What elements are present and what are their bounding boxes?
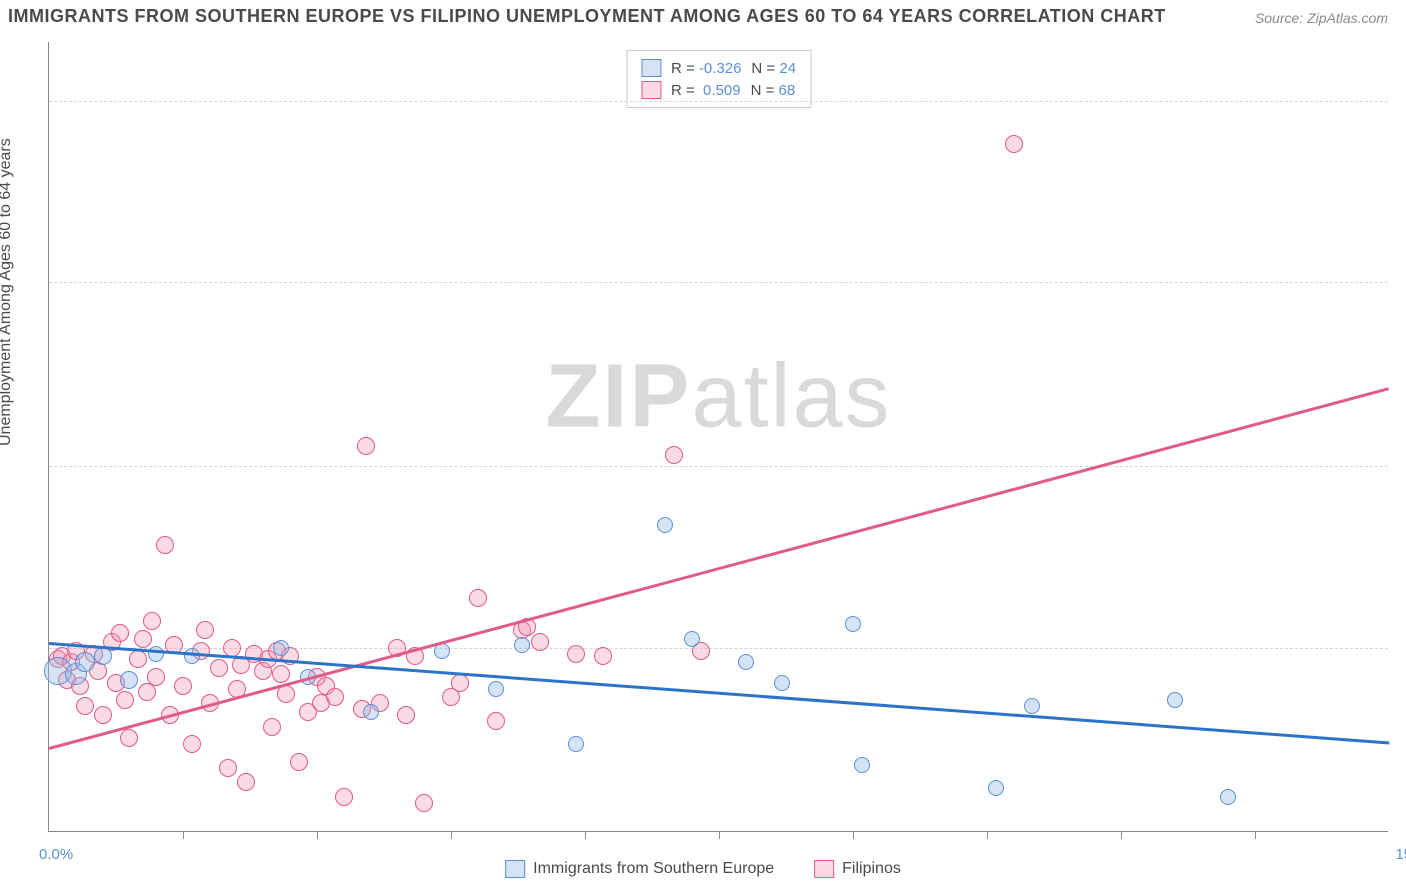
gridline xyxy=(49,466,1388,467)
legend-swatch-blue-icon xyxy=(505,860,525,878)
plot-area: ZIPatlas R = -0.326 N = 24 R = 0.509 xyxy=(48,42,1388,832)
data-point-blue xyxy=(120,671,138,689)
watermark: ZIPatlas xyxy=(545,346,891,449)
data-point-blue xyxy=(94,647,112,665)
legend-label-blue: Immigrants from Southern Europe xyxy=(533,860,774,878)
data-point-pink xyxy=(196,621,214,639)
legend-swatch-blue xyxy=(641,59,661,77)
x-tick xyxy=(317,831,318,839)
x-axis-max-label: 15.0% xyxy=(1395,846,1406,863)
data-point-pink xyxy=(134,630,152,648)
legend-n-pink: N = 68 xyxy=(751,82,796,99)
legend-r-pink: R = 0.509 xyxy=(671,82,741,99)
data-point-blue xyxy=(568,736,584,752)
gridline xyxy=(49,282,1388,283)
data-point-pink xyxy=(397,706,415,724)
y-tick-label: 25.0% xyxy=(1393,92,1406,109)
legend-label-pink: Filipinos xyxy=(842,860,901,878)
data-point-pink xyxy=(1005,135,1023,153)
legend-r-blue: R = -0.326 xyxy=(671,60,741,77)
x-tick xyxy=(1121,831,1122,839)
data-point-pink xyxy=(594,647,612,665)
data-point-pink xyxy=(223,639,241,657)
data-point-pink xyxy=(111,624,129,642)
data-point-pink xyxy=(156,536,174,554)
data-point-blue xyxy=(148,646,164,662)
data-point-pink xyxy=(263,718,281,736)
data-point-pink xyxy=(120,729,138,747)
data-point-pink xyxy=(335,788,353,806)
data-point-pink xyxy=(183,735,201,753)
data-point-blue xyxy=(273,640,289,656)
legend-swatch-pink-icon xyxy=(814,860,834,878)
legend-stats-row-pink: R = 0.509 N = 68 xyxy=(641,79,796,101)
data-point-pink xyxy=(469,589,487,607)
x-tick xyxy=(853,831,854,839)
data-point-blue xyxy=(845,616,861,632)
source-value: ZipAtlas.com xyxy=(1307,10,1388,26)
data-point-pink xyxy=(487,712,505,730)
data-point-blue xyxy=(184,648,200,664)
data-point-blue xyxy=(988,780,1004,796)
legend-stats-box: R = -0.326 N = 24 R = 0.509 N = 68 xyxy=(626,50,811,108)
data-point-pink xyxy=(174,677,192,695)
data-point-blue xyxy=(854,757,870,773)
legend-series: Immigrants from Southern Europe Filipino… xyxy=(505,860,901,878)
watermark-bold: ZIP xyxy=(545,347,691,447)
chart-container: IMMIGRANTS FROM SOUTHERN EUROPE VS FILIP… xyxy=(0,0,1406,892)
data-point-blue xyxy=(488,681,504,697)
data-point-pink xyxy=(143,612,161,630)
data-point-pink xyxy=(129,650,147,668)
x-tick xyxy=(183,831,184,839)
x-tick xyxy=(719,831,720,839)
data-point-pink xyxy=(210,659,228,677)
legend-item-pink: Filipinos xyxy=(814,860,901,878)
data-point-pink xyxy=(116,691,134,709)
data-point-pink xyxy=(219,759,237,777)
data-point-blue xyxy=(738,654,754,670)
data-point-blue xyxy=(1167,692,1183,708)
data-point-blue xyxy=(75,652,95,672)
data-point-pink xyxy=(326,688,344,706)
data-point-pink xyxy=(415,794,433,812)
data-point-blue xyxy=(1220,789,1236,805)
data-point-pink xyxy=(567,645,585,663)
data-point-pink xyxy=(237,773,255,791)
data-point-blue xyxy=(684,631,700,647)
data-point-blue xyxy=(514,637,530,653)
data-point-pink xyxy=(147,668,165,686)
x-tick xyxy=(987,831,988,839)
x-tick xyxy=(585,831,586,839)
data-point-pink xyxy=(290,753,308,771)
legend-stats-row-blue: R = -0.326 N = 24 xyxy=(641,57,796,79)
data-point-pink xyxy=(357,437,375,455)
y-tick-label: 12.5% xyxy=(1393,458,1406,475)
legend-swatch-pink xyxy=(641,81,661,99)
y-axis-label: Unemployment Among Ages 60 to 64 years xyxy=(0,138,15,446)
regression-line-pink xyxy=(49,387,1390,749)
x-tick xyxy=(1255,831,1256,839)
data-point-blue xyxy=(363,704,379,720)
x-tick xyxy=(451,831,452,839)
legend-n-blue: N = 24 xyxy=(751,60,796,77)
data-point-blue xyxy=(657,517,673,533)
data-point-blue xyxy=(774,675,790,691)
legend-item-blue: Immigrants from Southern Europe xyxy=(505,860,774,878)
data-point-pink xyxy=(272,665,290,683)
source-label: Source: xyxy=(1255,10,1303,26)
data-point-pink xyxy=(531,633,549,651)
y-tick-label: 18.8% xyxy=(1393,273,1406,290)
data-point-pink xyxy=(76,697,94,715)
data-point-blue xyxy=(1024,698,1040,714)
y-tick-label: 6.3% xyxy=(1393,639,1406,656)
gridline xyxy=(49,101,1388,102)
data-point-pink xyxy=(451,674,469,692)
data-point-pink xyxy=(94,706,112,724)
data-point-pink xyxy=(277,685,295,703)
watermark-light: atlas xyxy=(691,347,891,447)
source-attribution: Source: ZipAtlas.com xyxy=(1255,10,1388,26)
x-axis-min-label: 0.0% xyxy=(39,846,73,863)
chart-title: IMMIGRANTS FROM SOUTHERN EUROPE VS FILIP… xyxy=(8,6,1166,27)
data-point-pink xyxy=(665,446,683,464)
